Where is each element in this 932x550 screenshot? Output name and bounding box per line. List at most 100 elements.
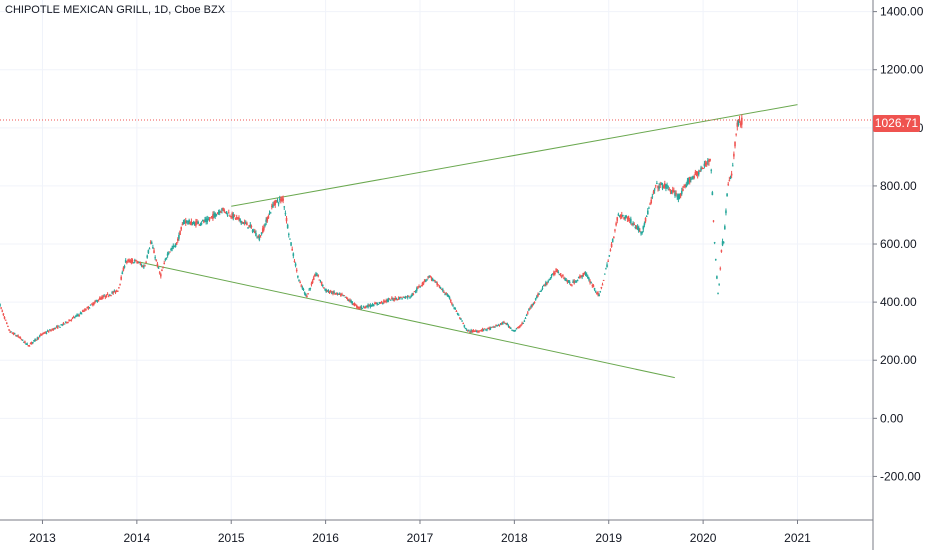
- candle-body: [398, 297, 401, 300]
- candle-body: [141, 265, 144, 268]
- candle-body: [711, 192, 714, 196]
- candle-body: [461, 320, 463, 322]
- candle-body: [290, 242, 292, 246]
- candle-body: [259, 236, 262, 238]
- candle-body: [575, 281, 578, 283]
- candle-body: [294, 263, 297, 266]
- candle-body: [150, 242, 153, 244]
- candle-body: [341, 294, 343, 296]
- candle-body: [736, 122, 739, 127]
- candle-body: [639, 230, 641, 232]
- candle-body: [380, 301, 383, 303]
- x-tick-label: 2020: [690, 531, 717, 545]
- candle-body: [278, 198, 281, 200]
- candle-body: [338, 293, 341, 295]
- candle-body: [468, 330, 470, 332]
- candle-body: [713, 242, 716, 244]
- candle-body: [733, 153, 735, 157]
- y-tick-label: 600.00: [880, 237, 917, 251]
- candle-body: [717, 292, 719, 294]
- candle-body: [668, 189, 671, 191]
- candle-body: [435, 281, 437, 283]
- trendline[interactable]: [231, 104, 798, 207]
- candle-body: [469, 332, 471, 334]
- candle-body: [473, 330, 476, 332]
- candle-body: [370, 305, 373, 307]
- candle-body: [654, 185, 657, 187]
- candle-body: [617, 214, 620, 216]
- candle-body: [295, 269, 298, 272]
- candle-body: [38, 335, 41, 338]
- candle-body: [233, 214, 236, 216]
- candle-body: [244, 222, 247, 224]
- candle-body: [588, 278, 590, 280]
- candle-body: [642, 226, 645, 230]
- candle-body: [653, 189, 656, 191]
- candle-body: [549, 278, 552, 280]
- candle-body: [72, 316, 75, 318]
- candle-body: [187, 222, 189, 224]
- candle-body: [173, 245, 176, 247]
- candle-body: [503, 322, 505, 324]
- candle-body: [494, 326, 496, 328]
- candle-body: [265, 219, 267, 223]
- candle-body: [299, 282, 301, 284]
- trendlines[interactable]: [136, 104, 798, 379]
- candle-body: [340, 294, 342, 297]
- candle-body: [577, 277, 580, 279]
- candle-body: [615, 223, 617, 226]
- candle-body: [454, 308, 457, 310]
- candle-body: [145, 261, 147, 263]
- candle-body: [102, 296, 104, 298]
- candle-body: [263, 227, 265, 230]
- candle-body: [649, 203, 651, 205]
- candle-body: [13, 333, 16, 335]
- candle-body: [430, 278, 433, 280]
- candle-body: [210, 216, 213, 218]
- candle-body: [131, 260, 134, 262]
- candle-body: [560, 276, 563, 278]
- candle-body: [381, 302, 384, 304]
- candle-body: [99, 297, 102, 299]
- candle-body: [95, 300, 98, 302]
- candle-body: [428, 275, 431, 278]
- candle-body: [410, 295, 412, 297]
- candle-body: [412, 293, 415, 295]
- candle-body: [495, 325, 497, 327]
- candle-body: [52, 328, 55, 331]
- trendline[interactable]: [136, 260, 675, 379]
- candle-body: [567, 280, 570, 283]
- candle-body: [56, 325, 59, 329]
- candle-body: [312, 277, 315, 280]
- candle-body: [12, 332, 15, 335]
- grid: [0, 0, 873, 520]
- candle-body: [254, 231, 256, 234]
- candle-body: [225, 211, 228, 213]
- candle-body: [462, 323, 465, 325]
- candle-body: [357, 306, 359, 308]
- candle-body: [198, 224, 201, 226]
- candle-body: [137, 262, 139, 264]
- candle-body: [431, 278, 434, 281]
- candle-body: [633, 224, 636, 226]
- candle-body: [529, 307, 531, 309]
- candle-body: [724, 226, 726, 230]
- candle-body: [504, 323, 506, 325]
- candle-body: [241, 221, 244, 223]
- candle-body: [647, 210, 649, 215]
- candle-body: [671, 189, 674, 192]
- candle-body: [601, 284, 604, 286]
- candle-body: [385, 300, 387, 302]
- candle-body: [593, 288, 596, 290]
- candle-body: [664, 183, 666, 187]
- candle-body: [35, 339, 38, 341]
- candle-body: [317, 275, 320, 277]
- candle-body: [627, 216, 630, 220]
- candle-body: [693, 176, 696, 178]
- candle-body: [277, 203, 280, 205]
- candle-body: [293, 260, 296, 262]
- candle-body: [61, 324, 64, 326]
